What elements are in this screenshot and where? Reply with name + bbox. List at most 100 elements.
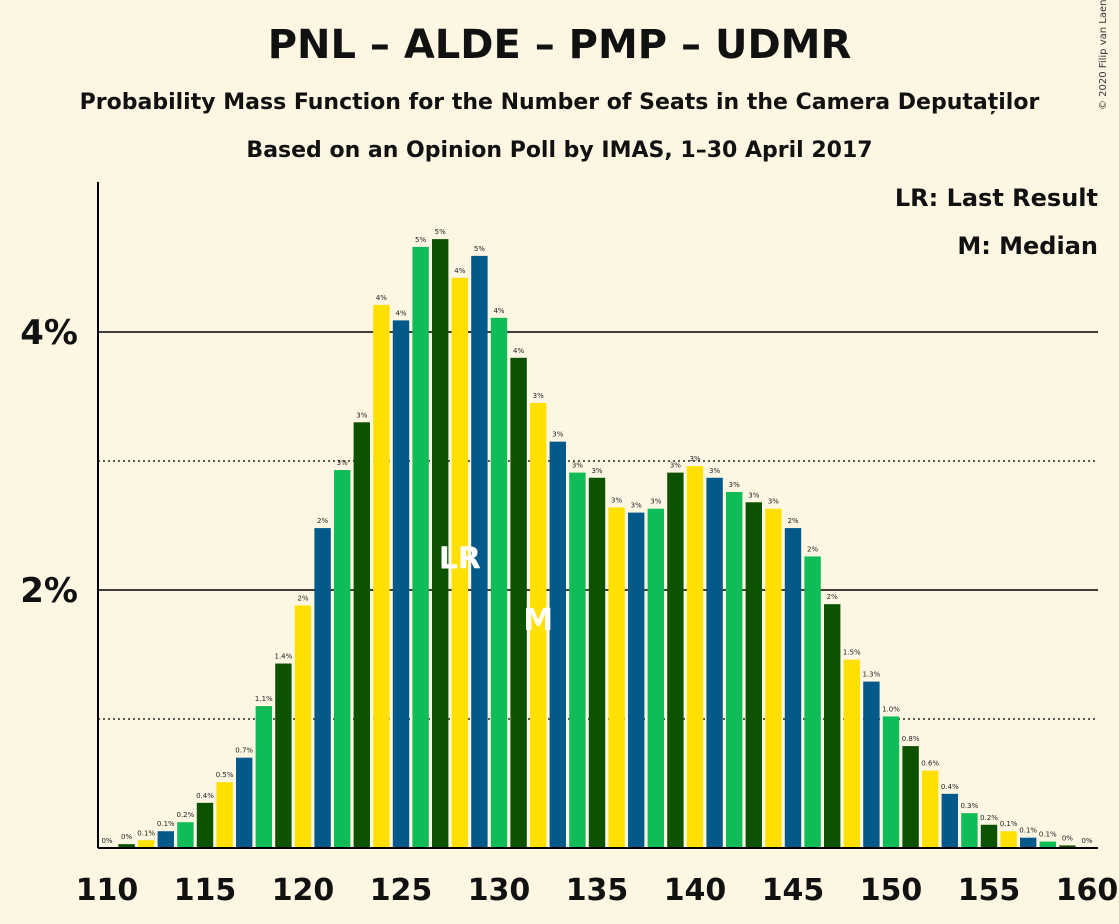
bar-140 — [686, 466, 704, 848]
bar-value-label: 4% — [395, 309, 406, 317]
bar-value-label: 0.1% — [157, 820, 175, 828]
bar-value-label: 3% — [533, 392, 544, 400]
bar-value-label: 1.0% — [882, 705, 900, 713]
bar-value-label: 2% — [827, 593, 838, 601]
bar-152 — [922, 770, 939, 848]
bar-149 — [863, 681, 880, 848]
bar-value-label: 1.5% — [843, 649, 861, 657]
bar-114 — [177, 822, 194, 848]
x-tick-label: 115 — [174, 873, 237, 908]
chart-source: Based on an Opinion Poll by IMAS, 1–30 A… — [246, 138, 873, 163]
y-tick-label: 2% — [20, 571, 78, 611]
bar-154 — [961, 813, 978, 848]
x-tick-label: 160 — [1056, 873, 1119, 908]
bar-value-label: 3% — [552, 431, 563, 439]
bar-137 — [628, 512, 645, 848]
bar-158 — [1039, 841, 1056, 848]
bar-116 — [216, 782, 233, 848]
bar-127 — [432, 239, 449, 848]
bar-157 — [1020, 837, 1037, 848]
bar-value-label: 0% — [1081, 837, 1092, 845]
bar-value-label: 3% — [689, 455, 700, 463]
x-tick-label: 150 — [860, 873, 923, 908]
bar-115 — [196, 802, 214, 848]
bar-141 — [706, 477, 723, 848]
bar-130 — [490, 317, 508, 848]
bar-151 — [902, 746, 919, 848]
bar-142 — [726, 491, 743, 848]
chart-title: PNL – ALDE – PMP – UDMR — [267, 22, 852, 68]
legend-median: M: Median — [957, 232, 1098, 260]
bar-value-label: 0.2% — [980, 814, 998, 822]
bar-value-label: 3% — [768, 498, 779, 506]
x-tick-label: 125 — [370, 873, 433, 908]
bar-value-label: 0.1% — [137, 829, 155, 837]
bar-136 — [608, 507, 625, 848]
bar-144 — [765, 508, 782, 848]
bar-value-label: 3% — [729, 481, 740, 489]
bar-134 — [569, 472, 586, 848]
bar-value-label: 3% — [572, 462, 583, 470]
x-tick-label: 145 — [762, 873, 825, 908]
x-tick-label: 110 — [76, 873, 139, 908]
bar-124 — [373, 304, 390, 848]
bar-138 — [647, 508, 664, 848]
bar-value-label: 2% — [317, 517, 328, 525]
bar-value-label: 3% — [631, 502, 642, 510]
bar-value-label: 3% — [337, 459, 348, 467]
bar-156 — [1000, 831, 1017, 848]
bar-118 — [255, 706, 272, 848]
bar-value-label: 4% — [376, 294, 387, 302]
bar-value-label: 0.3% — [961, 802, 979, 810]
bar-value-label: 4% — [513, 347, 524, 355]
last-result-marker: LR — [439, 542, 481, 577]
bar-120 — [294, 605, 312, 848]
bar-135 — [588, 477, 606, 848]
bar-value-label: 4% — [454, 267, 465, 275]
x-tick-label: 140 — [664, 873, 727, 908]
bar-value-label: 2% — [787, 517, 798, 525]
bar-129 — [471, 255, 488, 848]
bar-122 — [334, 470, 351, 848]
bar-value-label: 1.1% — [255, 695, 273, 703]
bar-value-label: 2% — [297, 594, 308, 602]
bar-126 — [412, 246, 429, 849]
bar-value-label: 1.3% — [863, 671, 881, 679]
bar-125 — [392, 320, 410, 848]
bar-143 — [745, 502, 762, 848]
bar-111 — [118, 844, 135, 848]
bar-value-label: 1.4% — [275, 653, 293, 661]
bar-value-label: 3% — [591, 467, 602, 475]
bar-value-label: 0.4% — [941, 783, 959, 791]
bar-148 — [843, 659, 860, 848]
bar-value-label: 0.2% — [177, 811, 195, 819]
bar-123 — [353, 422, 370, 848]
bar-159 — [1059, 845, 1076, 848]
bar-153 — [941, 793, 958, 848]
bar-value-label: 0.1% — [1039, 831, 1057, 839]
chart-subtitle: Probability Mass Function for the Number… — [79, 90, 1040, 115]
bar-value-label: 2% — [807, 545, 818, 553]
bar-128 — [451, 277, 468, 848]
bar-112 — [138, 840, 155, 848]
x-tick-label: 135 — [566, 873, 629, 908]
bar-117 — [236, 757, 253, 848]
bar-131 — [510, 357, 527, 848]
bar-value-label: 3% — [748, 491, 759, 499]
bar-value-label: 5% — [435, 228, 446, 236]
bar-132 — [530, 402, 547, 848]
bar-value-label: 3% — [709, 467, 720, 475]
legend-last-result: LR: Last Result — [894, 184, 1098, 212]
bar-139 — [667, 472, 684, 848]
bar-value-label: 0.8% — [902, 735, 920, 743]
bar-value-label: 0% — [121, 833, 132, 841]
bar-121 — [314, 528, 331, 848]
bar-value-label: 3% — [356, 411, 367, 419]
bar-133 — [549, 441, 566, 848]
bar-147 — [824, 604, 841, 848]
bar-value-label: 0.7% — [235, 747, 253, 755]
bar-value-label: 0.1% — [1000, 820, 1018, 828]
bar-150 — [882, 716, 900, 848]
bar-value-label: 5% — [474, 245, 485, 253]
